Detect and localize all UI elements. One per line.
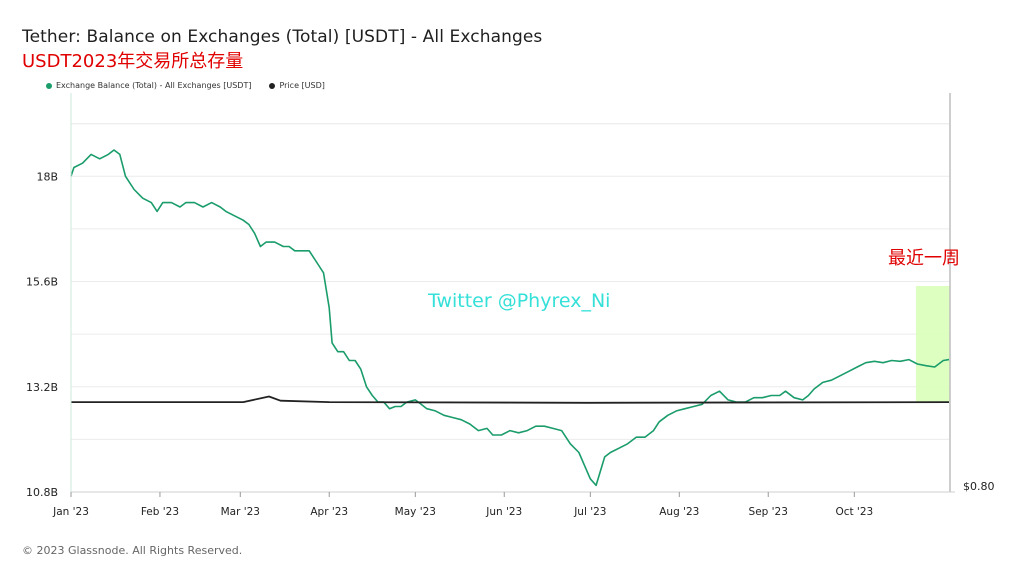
watermark-text: Twitter @Phyrex_Ni (427, 290, 610, 312)
chart-title: Tether: Balance on Exchanges (Total) [US… (22, 27, 543, 47)
chart-legend: Exchange Balance (Total) - All Exchanges… (46, 81, 325, 90)
x-tick-label: Feb '23 (141, 506, 179, 518)
x-tick-label: Jul '23 (573, 506, 606, 518)
x-tick-label: Apr '23 (310, 506, 348, 518)
legend-item-balance[interactable]: Exchange Balance (Total) - All Exchanges… (46, 81, 251, 90)
x-tick-label: Mar '23 (221, 506, 260, 518)
y-tick-label: 15.6B (26, 276, 58, 289)
recent-week-label: 最近一周 (888, 248, 960, 269)
series-layer (70, 149, 950, 487)
legend-label-balance: Exchange Balance (Total) - All Exchanges… (56, 81, 252, 90)
recent-week-highlight (916, 286, 950, 402)
x-tick-label: Aug '23 (659, 506, 699, 518)
series-line-price (71, 395, 950, 404)
y-tick-label: 18B (36, 170, 58, 183)
y-tick-label: 13.2B (26, 381, 58, 394)
y-tick-label: 10.8B (26, 486, 58, 499)
legend-item-price[interactable]: Price [USD] (269, 81, 325, 90)
annotation-title: USDT2023年交易所总存量 (22, 51, 244, 72)
axes-layer: 10.8B 13.2B 15.6B 18B $0.80 Jan '23 Feb '23 Mar… (26, 93, 995, 518)
copyright-footer: © 2023 Glassnode. All Rights Reserved. (22, 544, 243, 557)
legend-swatch-balance (46, 82, 52, 89)
x-tick-label: Jan '23 (52, 506, 89, 518)
series-line-exchange-balance (70, 149, 950, 487)
x-tick-label: May '23 (395, 506, 436, 518)
x-tick-label: Jun '23 (485, 506, 522, 518)
y2-tick-label: $0.80 (963, 480, 995, 493)
x-tick-label: Oct '23 (835, 506, 873, 518)
grid-layer (71, 123, 949, 440)
legend-label-price: Price [USD] (279, 81, 325, 90)
x-tick-label: Sep '23 (749, 506, 788, 518)
legend-swatch-price (269, 82, 276, 89)
